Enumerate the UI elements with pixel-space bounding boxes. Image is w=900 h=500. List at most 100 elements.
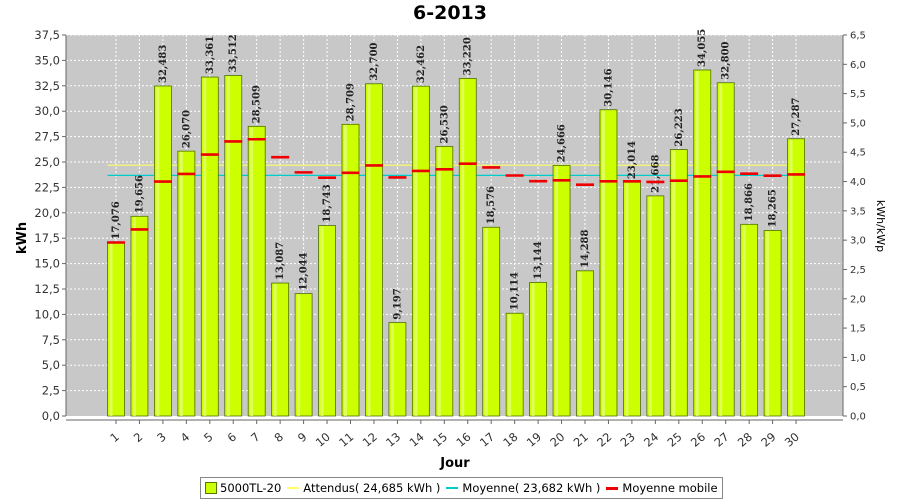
bar-highlight — [461, 79, 465, 416]
y-tick-label-right: 3,5 — [850, 206, 866, 217]
y-tick-label-left: 22,5 — [34, 180, 60, 194]
bar-highlight — [531, 283, 535, 416]
y-tick-label-right: 0,0 — [850, 412, 866, 423]
bar-highlight — [578, 271, 582, 416]
x-tick-label: 26 — [688, 430, 708, 450]
x-tick-label: 2 — [131, 430, 146, 445]
x-tick-label: 8 — [271, 430, 286, 445]
x-tick-label: 28 — [735, 430, 755, 450]
bar-highlight — [203, 78, 207, 416]
bar-highlight — [437, 147, 441, 416]
legend-swatch-production — [205, 482, 217, 494]
bar-highlight — [555, 166, 559, 416]
bar-highlight — [648, 196, 652, 416]
bar-highlight — [625, 183, 629, 416]
data-label: 33,512 — [228, 34, 239, 72]
data-label: 32,800 — [721, 41, 732, 79]
x-tick-label: 17 — [477, 430, 497, 450]
x-tick-label: 20 — [547, 430, 567, 450]
x-tick-label: 11 — [336, 430, 356, 450]
x-tick-label: 16 — [453, 430, 473, 450]
x-tick-label: 18 — [500, 430, 520, 450]
x-tick-label: 1 — [107, 430, 122, 445]
y-tick-label-left: 30,0 — [34, 104, 60, 118]
bar-highlight — [156, 86, 160, 416]
y-tick-label-right: 2,0 — [850, 294, 866, 305]
x-tick-label: 30 — [782, 430, 802, 450]
y-tick-label-right: 5,0 — [850, 118, 866, 129]
y-tick-label-left: 27,5 — [34, 130, 60, 144]
x-tick-label: 4 — [178, 430, 193, 445]
legend-label-moyenne-mobile: Moyenne mobile — [622, 481, 718, 495]
bar-highlight — [695, 71, 699, 417]
legend-swatch-moyenne-mobile — [606, 486, 619, 490]
data-label: 27,287 — [791, 97, 802, 135]
data-label: 9,197 — [392, 288, 403, 319]
x-tick-label: 29 — [758, 430, 778, 450]
bar-highlight — [320, 226, 324, 416]
y-axis-right-label: kWh/kWp — [874, 200, 887, 252]
data-label: 17,076 — [111, 201, 122, 239]
data-label: 32,462 — [416, 45, 427, 83]
y-tick-label-left: 0,0 — [42, 409, 60, 423]
x-tick-label: 24 — [641, 430, 661, 450]
bar-highlight — [719, 83, 723, 416]
y-tick-label-right: 2,5 — [850, 265, 866, 276]
legend-swatch-attendus — [287, 487, 300, 489]
data-label: 19,656 — [134, 175, 145, 213]
y-tick-label-right: 4,5 — [850, 148, 866, 159]
data-label: 34,055 — [697, 29, 708, 67]
bar-highlight — [273, 284, 277, 416]
x-tick-label: 3 — [154, 430, 169, 445]
y-tick-label-left: 10,0 — [34, 307, 60, 321]
y-tick-label-right: 0,5 — [850, 382, 866, 393]
data-label: 33,361 — [205, 36, 216, 74]
data-label: 26,070 — [181, 110, 192, 148]
chart-title: 6-2013 — [413, 2, 487, 24]
bar-highlight — [484, 228, 488, 416]
data-label: 33,220 — [463, 37, 474, 75]
y-tick-label-left: 20,0 — [34, 206, 60, 220]
bar-highlight — [132, 217, 136, 416]
y-axis-left-label: kWh — [15, 222, 30, 254]
bar-highlight — [414, 87, 418, 416]
legend-label-moyenne: Moyenne( 23,682 kWh ) — [462, 481, 601, 495]
x-tick-label: 10 — [313, 430, 333, 450]
y-tick-label-left: 37,5 — [34, 28, 60, 42]
legend-swatch-moyenne — [446, 487, 459, 489]
y-tick-label-left: 2,5 — [42, 384, 60, 398]
data-label: 26,530 — [439, 105, 450, 143]
y-tick-label-left: 25,0 — [34, 155, 60, 169]
y-tick-label-left: 15,0 — [34, 257, 60, 271]
bar-highlight — [601, 110, 605, 416]
bar-highlight — [508, 314, 512, 416]
data-label: 32,700 — [369, 42, 380, 80]
x-tick-label: 19 — [524, 430, 544, 450]
legend-item-moyenne: Moyenne( 23,682 kWh ) — [446, 481, 600, 495]
y-tick-label-right: 6,0 — [850, 60, 866, 71]
x-tick-label: 27 — [711, 430, 731, 450]
y-tick-label-left: 32,5 — [34, 79, 60, 93]
y-tick-label-right: 1,5 — [850, 324, 866, 335]
y-tick-label-left: 5,0 — [42, 358, 60, 372]
data-label: 32,483 — [158, 45, 169, 83]
y-tick-label-right: 3,0 — [850, 236, 866, 247]
data-label: 26,223 — [674, 108, 685, 146]
bar-highlight — [250, 127, 254, 416]
bar-highlight — [789, 139, 793, 416]
bar-highlight — [367, 84, 371, 416]
data-label: 14,288 — [580, 230, 591, 268]
y-tick-label-right: 6,5 — [850, 31, 866, 42]
y-tick-label-left: 7,5 — [42, 333, 60, 347]
data-label: 18,866 — [744, 183, 755, 221]
data-label: 21,668 — [650, 155, 661, 193]
data-label: 23,014 — [627, 141, 638, 179]
x-tick-label: 22 — [594, 430, 614, 450]
data-label: 24,666 — [557, 124, 568, 162]
data-label: 10,114 — [510, 272, 521, 310]
x-tick-label: 21 — [571, 430, 591, 450]
bar-highlight — [344, 125, 347, 416]
y-tick-label-left: 17,5 — [34, 231, 60, 245]
x-tick-label: 25 — [665, 430, 685, 450]
